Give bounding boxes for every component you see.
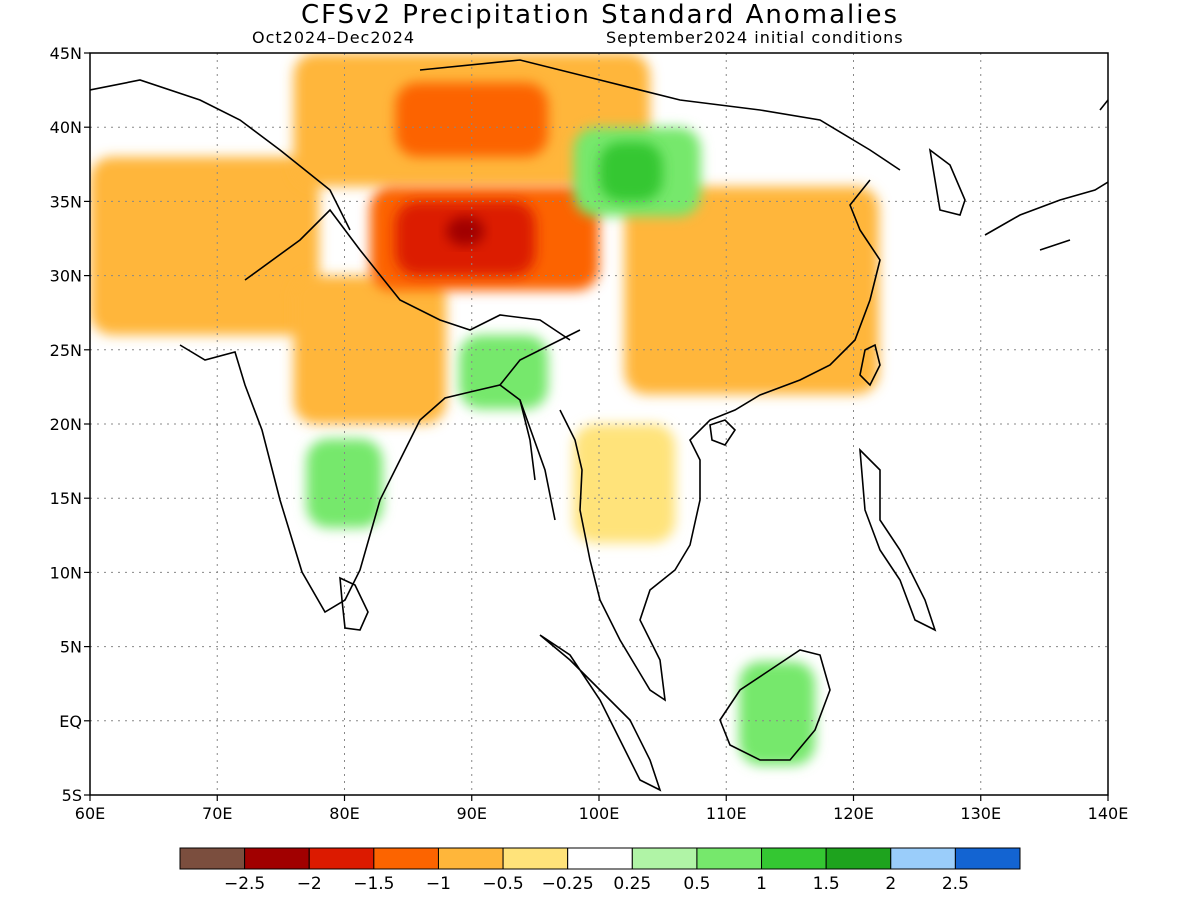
colorbar-label: −1.5	[353, 874, 394, 894]
coastline-hainan	[709, 419, 737, 446]
initial-conditions: September2024 initial conditions	[606, 28, 904, 47]
border-himalaya	[244, 208, 571, 341]
colorbar-label: −0.5	[482, 874, 523, 894]
colorbar-label: −2.5	[224, 874, 265, 894]
coastlines	[90, 59, 1108, 792]
latitude-ticks: 45N 40N 35N 30N 25N 20N 15N 10N 5N EQ 5S	[50, 44, 90, 805]
coastline-japan	[984, 99, 1108, 251]
y-tick-label: 15N	[50, 489, 82, 508]
y-tick-label: 10N	[50, 563, 82, 582]
colorbar-swatch	[825, 847, 892, 870]
colorbar-swatch	[502, 847, 569, 870]
y-tick-label: 5S	[62, 786, 82, 805]
colorbar-label: 0.25	[613, 874, 651, 894]
colorbar-label: −0.25	[542, 874, 594, 894]
coastline-borneo	[719, 649, 831, 761]
border-china-mongolia	[419, 59, 901, 171]
map-title: CFSv2 Precipitation Standard Anomalies	[300, 0, 900, 30]
y-tick-label: EQ	[59, 712, 82, 731]
border-myanmar	[499, 329, 581, 521]
colorbar-swatch	[696, 847, 763, 870]
x-tick-label: 90E	[457, 804, 487, 823]
colorbar-label: 0.5	[683, 874, 710, 894]
colorbar-swatch	[308, 847, 375, 870]
anomaly-region-0	[90, 156, 320, 335]
x-tick-label: 140E	[1088, 804, 1129, 823]
anomaly-region-2	[624, 186, 879, 395]
x-tick-label: 130E	[960, 804, 1001, 823]
anomaly-region-6	[395, 82, 549, 157]
y-tick-label: 25N	[50, 341, 82, 360]
x-tick-label: 60E	[75, 804, 105, 823]
colorbar-label: 1	[756, 874, 767, 894]
colorbar-label: 2	[885, 874, 896, 894]
coastline-taiwan	[859, 343, 881, 387]
coastline-korea	[928, 148, 966, 216]
colorbar-swatch	[761, 847, 827, 870]
colorbar-label: −2	[297, 874, 322, 894]
x-tick-label: 110E	[706, 804, 747, 823]
colorbar-swatch	[179, 847, 246, 870]
coastline-philippines	[859, 447, 937, 632]
y-tick-label: 5N	[60, 638, 82, 657]
colorbar-swatch	[567, 847, 633, 870]
y-tick-label: 40N	[50, 118, 82, 137]
anomaly-region-8	[446, 216, 485, 246]
anomaly-region-12	[599, 142, 663, 202]
colorbar-label: 2.5	[942, 874, 969, 894]
y-tick-label: 30N	[50, 267, 82, 286]
anomaly-region-10	[459, 334, 549, 410]
colorbar-swatch	[890, 847, 956, 870]
colorbar-swatch	[954, 847, 1021, 870]
colorbar: −2.5 −2 −1.5 −1 −0.5 −0.25 0.25 0.5 1 1.5 2 2.5	[179, 847, 1021, 894]
y-tick-label: 35N	[50, 192, 82, 211]
border-central-asia	[90, 79, 351, 231]
coastline-indochina	[559, 179, 881, 702]
coastline-sumatra	[539, 634, 662, 792]
anomaly-region-13	[738, 661, 816, 766]
longitude-ticks: 60E 70E 80E 90E 100E 110E 120E 130E 140E	[75, 795, 1129, 823]
coastline-sri-lanka	[339, 576, 369, 631]
x-tick-label: 120E	[833, 804, 874, 823]
anomaly-fields	[90, 53, 879, 766]
colorbar-swatch	[631, 847, 698, 870]
x-tick-label: 80E	[329, 804, 359, 823]
colorbar-label: −1	[426, 874, 451, 894]
y-tick-label: 20N	[50, 415, 82, 434]
colorbar-swatch	[244, 847, 310, 870]
anomaly-region-9	[306, 438, 383, 528]
x-tick-label: 70E	[202, 804, 232, 823]
colorbar-swatch	[373, 847, 439, 870]
forecast-period: Oct2024–Dec2024	[252, 28, 416, 47]
colorbar-swatch	[437, 847, 504, 870]
colorbar-label: 1.5	[813, 874, 840, 894]
anomaly-region-4	[573, 424, 676, 543]
x-tick-label: 100E	[579, 804, 620, 823]
anomaly-region-1	[293, 275, 447, 424]
y-tick-label: 45N	[50, 44, 82, 63]
